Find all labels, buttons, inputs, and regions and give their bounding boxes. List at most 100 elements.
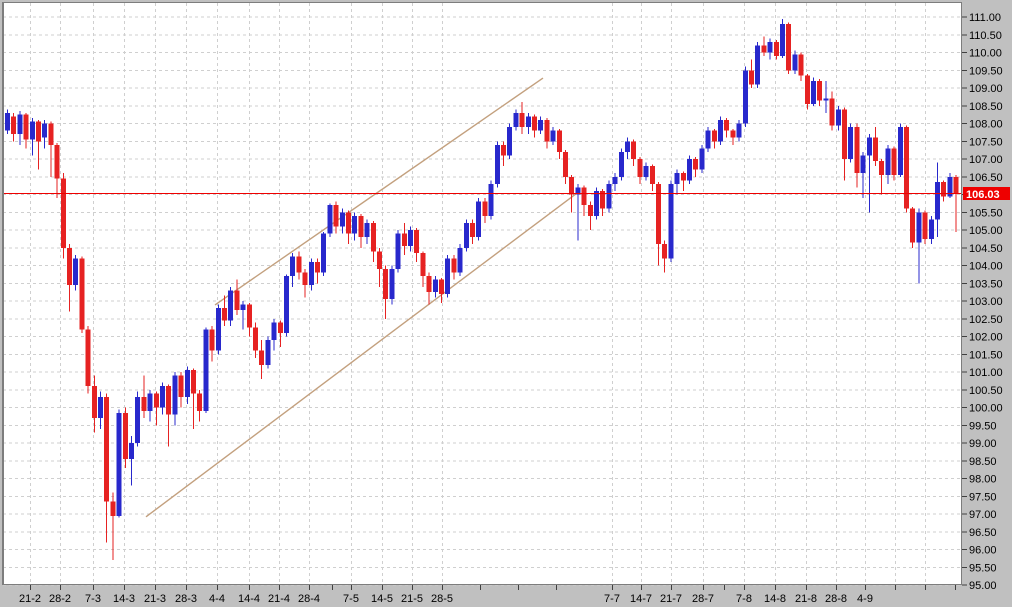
- candle-body[interactable]: [370, 222, 376, 252]
- candle-body[interactable]: [420, 253, 426, 277]
- candle-body[interactable]: [767, 41, 773, 53]
- candle-body[interactable]: [153, 393, 159, 408]
- candle-body[interactable]: [922, 212, 928, 239]
- price-axis[interactable]: 111.00 110.50 110.00 109.50 109.00 108.50 108.…: [969, 12, 1003, 592]
- candle-body[interactable]: [612, 176, 618, 184]
- candle-body[interactable]: [885, 148, 891, 175]
- candle-body[interactable]: [618, 151, 624, 177]
- candle-body[interactable]: [234, 290, 240, 310]
- candle-body[interactable]: [879, 160, 885, 175]
- candle-body[interactable]: [277, 322, 283, 333]
- candle-body[interactable]: [507, 127, 513, 156]
- candle-body[interactable]: [476, 201, 482, 238]
- candle-body[interactable]: [290, 256, 296, 277]
- candle-body[interactable]: [513, 112, 519, 128]
- candle-body[interactable]: [680, 173, 686, 181]
- candle-body[interactable]: [271, 322, 277, 341]
- candle-body[interactable]: [786, 24, 792, 71]
- candle-body[interactable]: [854, 127, 860, 174]
- candle-body[interactable]: [544, 119, 550, 142]
- candle-body[interactable]: [265, 340, 271, 365]
- candle-body[interactable]: [935, 182, 940, 220]
- candle-body[interactable]: [178, 375, 184, 397]
- candle-body[interactable]: [228, 290, 234, 321]
- candle-body[interactable]: [631, 141, 637, 159]
- candle-body[interactable]: [426, 276, 432, 293]
- candle-body[interactable]: [284, 276, 289, 333]
- candle-body[interactable]: [693, 159, 699, 170]
- candle-body[interactable]: [67, 247, 72, 286]
- candle-body[interactable]: [315, 261, 320, 273]
- candle-body[interactable]: [581, 187, 587, 206]
- candle-body[interactable]: [724, 119, 730, 131]
- candle-body[interactable]: [687, 159, 692, 181]
- candle-body[interactable]: [860, 155, 866, 174]
- candle-body[interactable]: [408, 230, 413, 246]
- candle-body[interactable]: [246, 304, 252, 328]
- candle-body[interactable]: [377, 251, 382, 270]
- candle-body[interactable]: [98, 396, 103, 419]
- candle-body[interactable]: [364, 222, 370, 238]
- candle-body[interactable]: [519, 112, 525, 128]
- candle-body[interactable]: [54, 144, 60, 179]
- candle-body[interactable]: [91, 386, 97, 419]
- candle-body[interactable]: [556, 130, 562, 152]
- candle-body[interactable]: [569, 176, 575, 195]
- candle-body[interactable]: [848, 127, 854, 159]
- candle-body[interactable]: [110, 501, 116, 516]
- candle-body[interactable]: [414, 230, 420, 254]
- candle-body[interactable]: [947, 176, 953, 197]
- candle-body[interactable]: [122, 412, 128, 459]
- candle-body[interactable]: [897, 127, 903, 175]
- candle-body[interactable]: [339, 212, 345, 227]
- candle-body[interactable]: [780, 24, 785, 57]
- candle-body[interactable]: [953, 176, 959, 194]
- candle-body[interactable]: [792, 54, 798, 71]
- candle-body[interactable]: [197, 393, 203, 412]
- candle-body[interactable]: [482, 201, 488, 216]
- candle-body[interactable]: [699, 148, 705, 170]
- candle-body[interactable]: [600, 190, 606, 209]
- candle-body[interactable]: [333, 205, 339, 227]
- candle-body[interactable]: [730, 130, 736, 138]
- candle-body[interactable]: [773, 41, 779, 57]
- trendline-lower-channel[interactable]: [145, 192, 578, 518]
- candle-body[interactable]: [823, 98, 829, 101]
- candle-body[interactable]: [488, 183, 494, 216]
- candle-body[interactable]: [308, 261, 314, 286]
- candle-body[interactable]: [203, 329, 209, 412]
- candle-body[interactable]: [749, 70, 754, 85]
- candle-body[interactable]: [891, 148, 897, 175]
- candle-body[interactable]: [550, 130, 556, 142]
- candle-body[interactable]: [296, 256, 302, 273]
- candle-body[interactable]: [184, 370, 190, 397]
- candle-body[interactable]: [302, 272, 308, 286]
- candle-body[interactable]: [625, 141, 630, 152]
- candle-body[interactable]: [525, 116, 531, 128]
- candle-body[interactable]: [718, 119, 723, 142]
- candle-body[interactable]: [259, 350, 265, 365]
- trendline-upper-channel[interactable]: [214, 77, 544, 306]
- time-axis[interactable]: 21-2 28-2 7-3 14-3 21-3 28-3 4-4 14-4 21-4 28-4 7-…: [19, 593, 873, 605]
- candle-body[interactable]: [327, 205, 333, 234]
- candle-body[interactable]: [166, 386, 172, 415]
- candle-body[interactable]: [116, 412, 122, 516]
- candle-body[interactable]: [222, 308, 227, 321]
- candle-body[interactable]: [432, 279, 438, 293]
- candle-body[interactable]: [358, 215, 364, 238]
- candle-body[interactable]: [209, 329, 215, 351]
- candle-body[interactable]: [817, 80, 823, 101]
- candle-body[interactable]: [135, 396, 141, 443]
- candle-body[interactable]: [674, 173, 680, 184]
- candle-body[interactable]: [321, 233, 327, 273]
- candle-body[interactable]: [711, 130, 717, 142]
- candle-body[interactable]: [842, 109, 847, 159]
- candle-body[interactable]: [941, 182, 947, 197]
- candle-body[interactable]: [11, 116, 17, 135]
- candle-body[interactable]: [649, 166, 655, 184]
- trendline-annotations[interactable]: [145, 77, 578, 518]
- candle-body[interactable]: [668, 183, 674, 259]
- candle-body[interactable]: [916, 212, 922, 243]
- candle-body[interactable]: [451, 258, 457, 273]
- candle-body[interactable]: [811, 80, 816, 104]
